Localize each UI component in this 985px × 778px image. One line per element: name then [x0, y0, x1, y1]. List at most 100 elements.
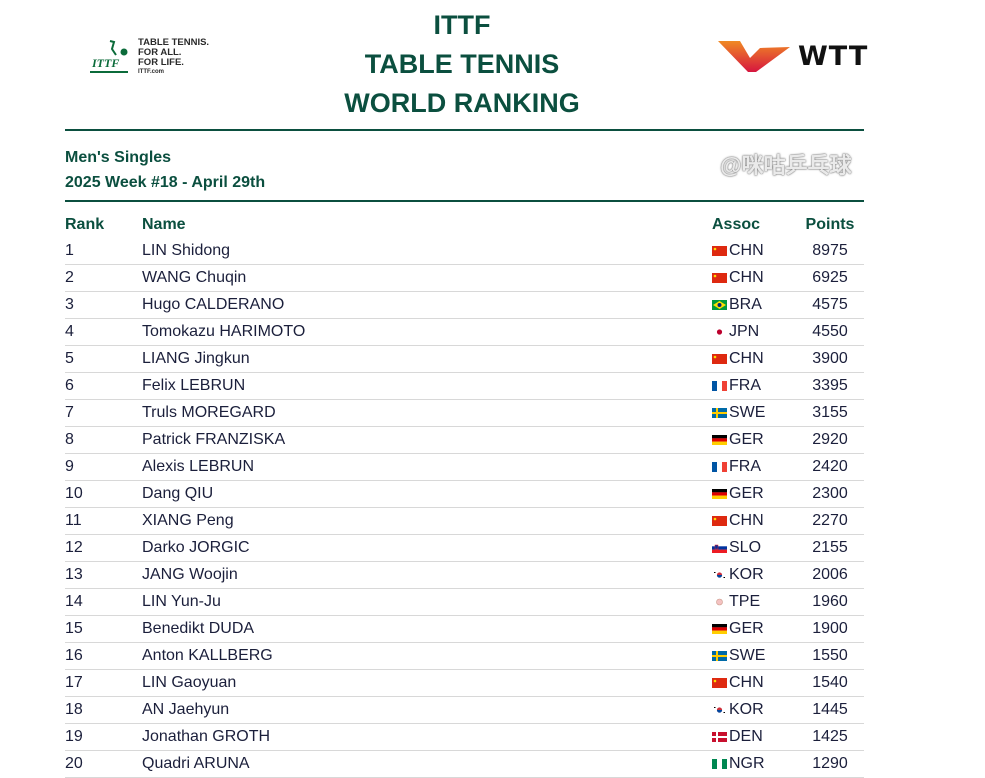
rank-cell: 16 [65, 647, 83, 664]
table-row: 2 WANG Chuqin CHN 6925 [65, 265, 864, 292]
player-name: Tomokazu HARIMOTO [142, 323, 306, 340]
table-row: 14 LIN Yun-Ju TPE 1960 [65, 589, 864, 616]
header-divider [65, 129, 864, 131]
assoc-cell: JPN [712, 323, 796, 341]
assoc-code: NGR [729, 755, 765, 772]
player-name: LIN Shidong [142, 242, 231, 259]
assoc-code: SLO [729, 539, 762, 556]
assoc-code: BRA [729, 296, 762, 313]
assoc-code: FRA [729, 377, 761, 394]
flag-fra-icon [712, 462, 727, 472]
assoc-code: DEN [729, 728, 763, 745]
player-name: Darko JORGIC [142, 539, 250, 556]
rank-cell: 9 [65, 458, 74, 475]
wtt-logo: WTT [716, 38, 868, 74]
ittf-site: ITTF.com [138, 69, 165, 75]
assoc-cell: KOR [712, 566, 796, 584]
player-name: LIN Yun-Ju [142, 593, 221, 610]
player-name: Truls MOREGARD [142, 404, 276, 421]
assoc-code: SWE [729, 404, 766, 421]
assoc-code: TPE [729, 593, 761, 610]
assoc-code: CHN [729, 269, 764, 286]
table-row: 20 Quadri ARUNA NGR 1290 [65, 751, 864, 778]
points-cell: 2920 [812, 431, 848, 448]
points-cell: 3155 [812, 404, 848, 421]
points-cell: 1425 [812, 728, 848, 745]
watermark: @咪咕乒乓球 [720, 153, 852, 178]
flag-ngr-icon [712, 759, 727, 769]
svg-text:ITTF: ITTF [91, 56, 119, 70]
table-row: 11 XIANG Peng CHN 2270 [65, 508, 864, 535]
assoc-cell: FRA [712, 458, 796, 476]
table-row: 19 Jonathan GROTH DEN 1425 [65, 724, 864, 751]
flag-chn-icon [712, 246, 727, 256]
player-name: XIANG Peng [142, 512, 234, 529]
table-row: 18 AN Jaehyun KOR 1445 [65, 697, 864, 724]
assoc-cell: CHN [712, 269, 796, 287]
points-cell: 1445 [812, 701, 848, 718]
ittf-slogan-3: FOR LIFE. [138, 57, 184, 68]
player-name: JANG Woojin [142, 566, 238, 583]
points-cell: 2006 [812, 566, 848, 583]
player-name: AN Jaehyun [142, 701, 230, 718]
subtitle-divider [65, 200, 864, 202]
points-cell: 2155 [812, 539, 848, 556]
flag-bra-icon [712, 300, 727, 310]
player-name: Benedikt DUDA [142, 620, 255, 637]
rank-cell: 17 [65, 674, 83, 691]
rank-cell: 5 [65, 350, 74, 367]
rank-cell: 6 [65, 377, 74, 394]
flag-kor-icon [712, 705, 727, 715]
assoc-cell: GER [712, 620, 796, 638]
points-cell: 2300 [812, 485, 848, 502]
flag-ger-icon [712, 489, 727, 499]
flag-kor-icon [712, 570, 727, 580]
assoc-cell: SLO [712, 539, 796, 557]
rank-cell: 20 [65, 755, 83, 772]
table-row: 9 Alexis LEBRUN FRA 2420 [65, 454, 864, 481]
assoc-cell: CHN [712, 512, 796, 530]
points-cell: 3395 [812, 377, 848, 394]
column-header-name: Name [142, 216, 186, 233]
rank-cell: 13 [65, 566, 83, 583]
assoc-cell: CHN [712, 674, 796, 692]
assoc-cell: NGR [712, 755, 796, 773]
assoc-code: KOR [729, 701, 764, 718]
player-name: Alexis LEBRUN [142, 458, 255, 475]
column-header-points: Points [805, 216, 855, 233]
wtt-logo-text: WTT [798, 40, 869, 72]
player-name: Jonathan GROTH [142, 728, 271, 745]
rank-cell: 18 [65, 701, 83, 718]
table-row: 13 JANG Woojin KOR 2006 [65, 562, 864, 589]
page-title: ITTF TABLE TENNIS WORLD RANKING [300, 6, 624, 123]
flag-ger-icon [712, 435, 727, 445]
table-row: 1 LIN Shidong CHN 8975 [65, 238, 864, 265]
flag-tpe-icon [712, 597, 727, 607]
wtt-logo-mark-icon [718, 41, 790, 72]
flag-chn-icon [712, 516, 727, 526]
ranking-subtitle: Men's Singles 2025 Week #18 - April 29th [65, 145, 265, 195]
event-name: Men's Singles [65, 149, 172, 166]
title-line-3: WORLD RANKING [344, 88, 580, 118]
assoc-cell: GER [712, 431, 796, 449]
rank-cell: 2 [65, 269, 74, 286]
column-header-rank: Rank [65, 216, 105, 233]
ittf-logo-mark-icon: ITTF [90, 40, 128, 73]
assoc-cell: BRA [712, 296, 796, 314]
rank-cell: 19 [65, 728, 83, 745]
flag-ger-icon [712, 624, 727, 634]
player-name: Patrick FRANZISKA [142, 431, 286, 448]
assoc-cell: KOR [712, 701, 796, 719]
points-cell: 2270 [812, 512, 848, 529]
table-row: 15 Benedikt DUDA GER 1900 [65, 616, 864, 643]
points-cell: 6925 [812, 269, 848, 286]
flag-swe-icon [712, 651, 727, 661]
points-cell: 1960 [812, 593, 848, 610]
points-cell: 1540 [812, 674, 848, 691]
table-row: 3 Hugo CALDERANO BRA 4575 [65, 292, 864, 319]
ranking-week: 2025 Week #18 - April 29th [65, 174, 266, 191]
rank-cell: 4 [65, 323, 74, 340]
rank-cell: 1 [65, 242, 74, 259]
ittf-logo-text: TABLE TENNIS. FOR ALL. FOR LIFE. ITTF.co… [138, 38, 209, 76]
table-row: 7 Truls MOREGARD SWE 3155 [65, 400, 864, 427]
